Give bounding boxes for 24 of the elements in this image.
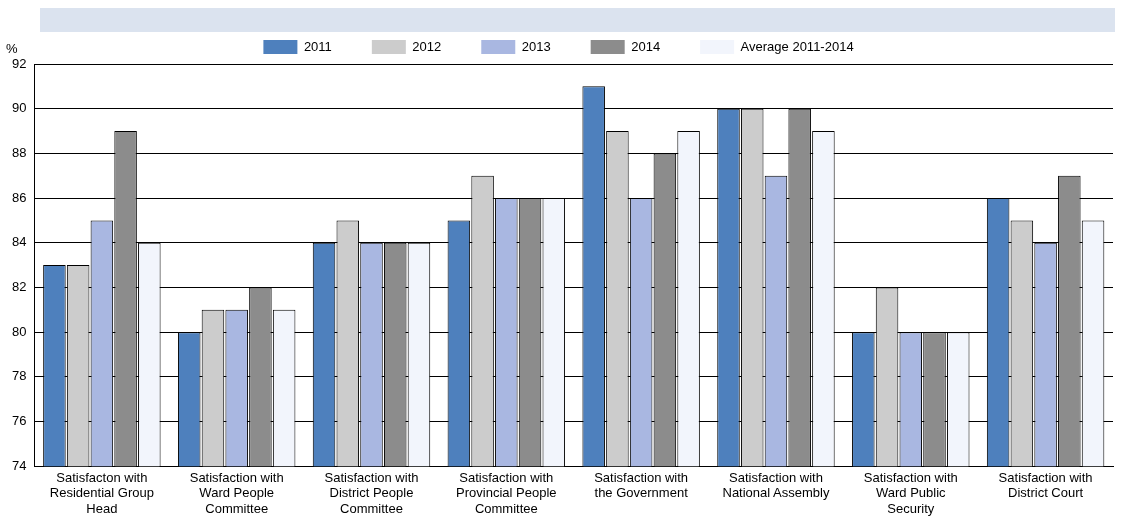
y-tick-label: 74: [11, 457, 27, 473]
x-tick-label: Satisfaction with Ward People Committee: [189, 469, 284, 516]
legend-label: 2011: [303, 38, 332, 54]
legend-label: 2014: [631, 38, 661, 54]
y-tick-label: 92: [11, 55, 27, 71]
y-tick-label: 90: [11, 100, 27, 116]
x-tick-label: Satisfaction with District People Committee: [324, 469, 419, 516]
x-tick-label: Satisfaction with National Assembly: [722, 469, 830, 501]
y-tick-label: 86: [11, 189, 27, 205]
y-tick-label: 78: [11, 368, 27, 384]
x-tick-label: Satisfacton with Residential Group Head: [49, 469, 154, 516]
x-tick-label: Satisfaction with District Court: [998, 469, 1093, 501]
legend-label: 2013: [521, 38, 551, 54]
y-tick-label: 82: [11, 279, 27, 295]
x-tick-label: Satisfaction with Ward Public Security: [863, 469, 958, 516]
y-tick-label: 76: [11, 413, 27, 429]
legend-label: 2012: [412, 38, 442, 54]
x-tick-label: Satisfaction with the Government: [594, 469, 689, 501]
y-tick-label: 88: [11, 144, 27, 160]
y-axis-title: %: [6, 41, 18, 57]
x-tick-label: Satisfaction with Provincial People Committee: [456, 469, 557, 516]
legend-label: Average 2011-2014: [740, 38, 854, 54]
y-tick-label: 80: [11, 323, 27, 339]
y-tick-label: 84: [11, 234, 27, 250]
